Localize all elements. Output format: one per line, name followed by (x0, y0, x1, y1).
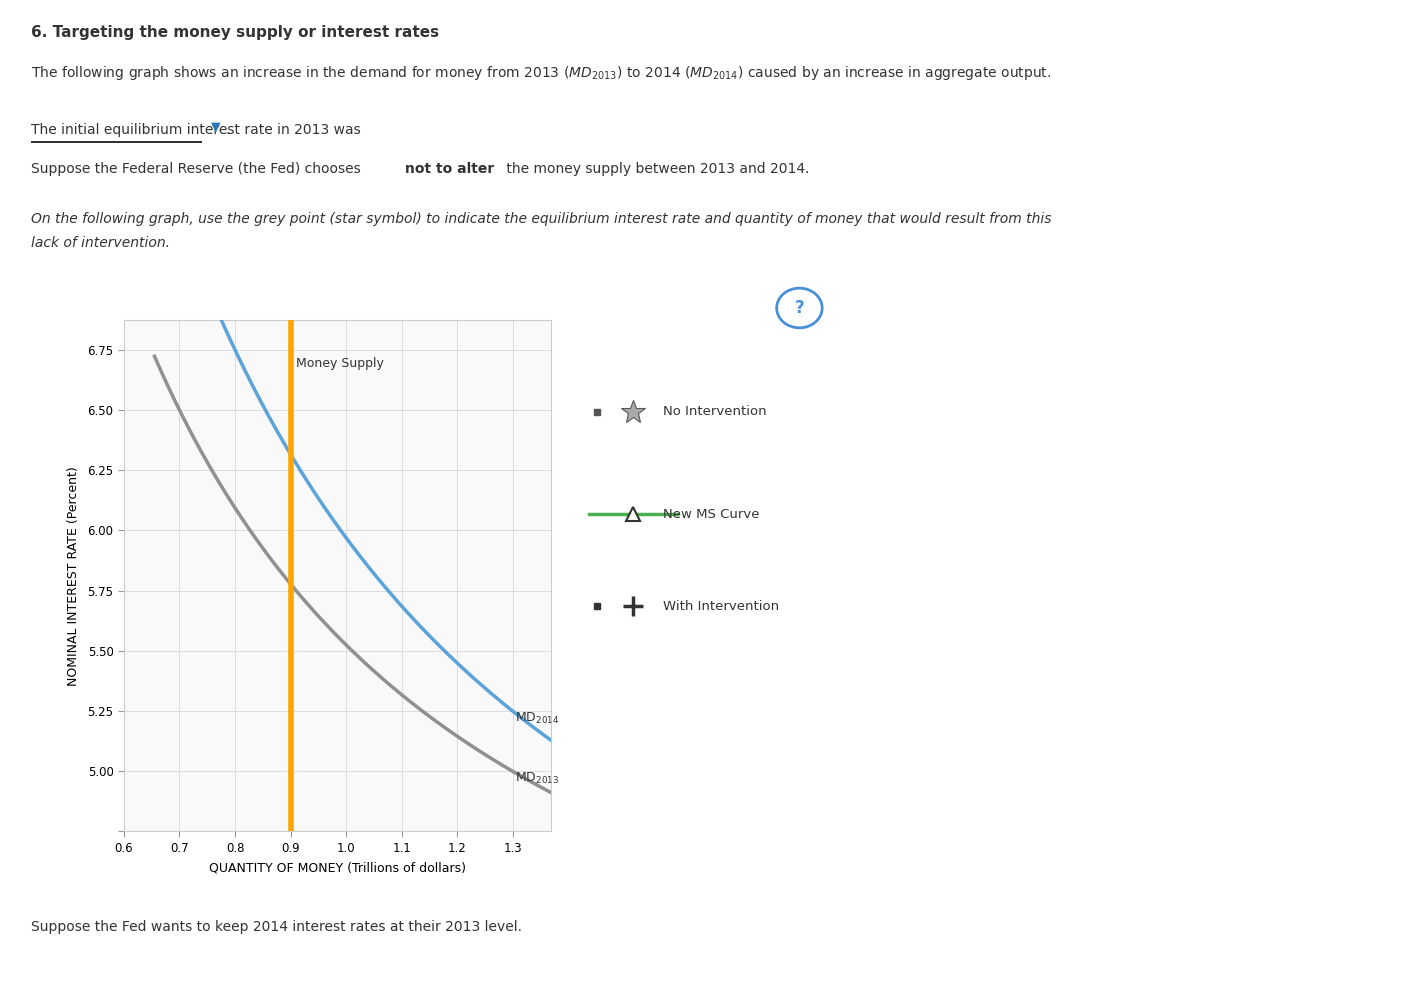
Text: not to alter: not to alter (405, 162, 494, 176)
Text: Suppose the Federal Reserve (the Fed) chooses: Suppose the Federal Reserve (the Fed) ch… (31, 162, 365, 176)
Text: Money Supply: Money Supply (296, 357, 383, 370)
Text: ?: ? (795, 299, 804, 317)
Text: No Intervention: No Intervention (663, 405, 767, 418)
Text: the money supply between 2013 and 2014.: the money supply between 2013 and 2014. (502, 162, 809, 176)
X-axis label: QUANTITY OF MONEY (Trillions of dollars): QUANTITY OF MONEY (Trillions of dollars) (209, 862, 466, 875)
Text: lack of intervention.: lack of intervention. (31, 236, 171, 250)
Text: New MS Curve: New MS Curve (663, 508, 760, 521)
Text: MD$_{2013}$: MD$_{2013}$ (516, 770, 560, 786)
Text: .: . (225, 123, 229, 137)
Y-axis label: NOMINAL INTEREST RATE (Percent): NOMINAL INTEREST RATE (Percent) (67, 465, 80, 686)
Text: 6. Targeting the money supply or interest rates: 6. Targeting the money supply or interes… (31, 25, 439, 39)
Text: ▼: ▼ (211, 120, 221, 133)
Text: On the following graph, use the grey point (star symbol) to indicate the equilib: On the following graph, use the grey poi… (31, 212, 1052, 225)
Text: With Intervention: With Intervention (663, 600, 778, 613)
Text: MD$_{2014}$: MD$_{2014}$ (516, 710, 560, 726)
Text: Suppose the Fed wants to keep 2014 interest rates at their 2013 level.: Suppose the Fed wants to keep 2014 inter… (31, 920, 523, 934)
Text: The following graph shows an increase in the demand for money from 2013 ($\mathi: The following graph shows an increase in… (31, 64, 1052, 82)
Text: The initial equilibrium interest rate in 2013 was: The initial equilibrium interest rate in… (31, 123, 361, 137)
